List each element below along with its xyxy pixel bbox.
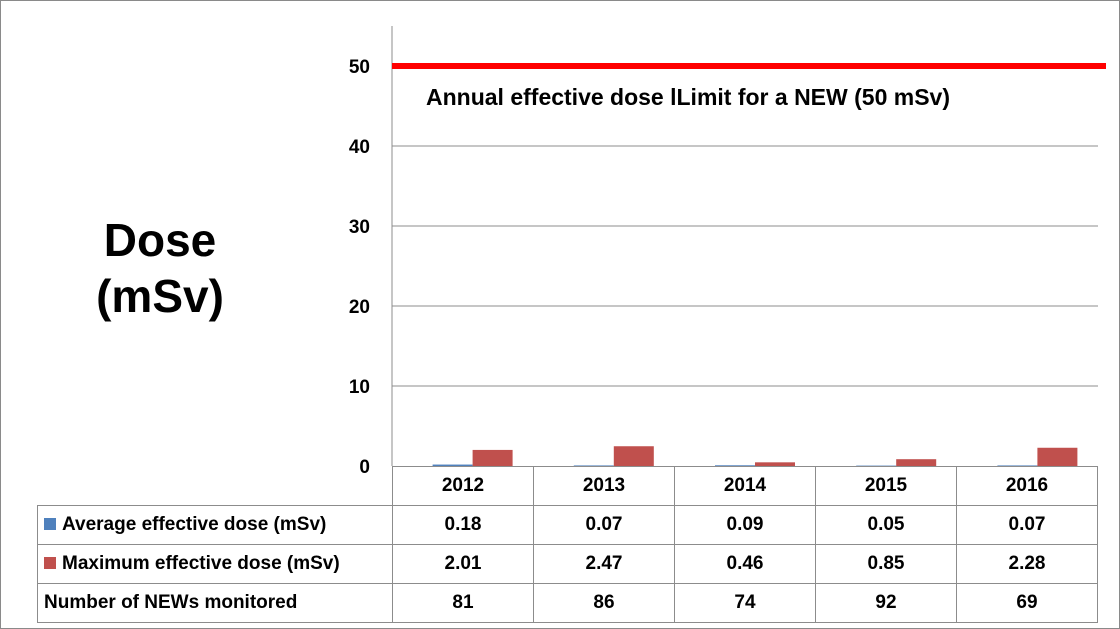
y-tick-label: 20 [349, 297, 370, 318]
bar-average [432, 464, 473, 466]
bar-maximum [755, 462, 795, 466]
bar-maximum [896, 459, 937, 466]
y-axis-label-line-2: (mSv) [96, 270, 224, 322]
table-row-label: Number of NEWs monitored [37, 583, 393, 623]
legend-label-average: Average effective dose (mSv) [62, 514, 327, 535]
table-cell: 92 [815, 583, 957, 623]
data-table: 2012 2013 2014 2015 2016 Average effecti… [37, 466, 1098, 623]
data-label: 0.46 [674, 544, 816, 584]
table-header-cell: 2013 [533, 466, 675, 506]
data-label: 0.07 [956, 505, 1098, 545]
bar-maximum [613, 446, 654, 466]
legend-entry-maximum: Maximum effective dose (mSv) [37, 544, 393, 584]
table-row-maximum: Maximum effective dose (mSv) 2.01 2.47 0… [37, 544, 1098, 584]
data-label: 2.28 [956, 544, 1098, 584]
data-label: 0.07 [533, 505, 675, 545]
table-row-news: Number of NEWs monitored 81 86 74 92 69 [37, 583, 1098, 623]
data-label: 0.09 [674, 505, 816, 545]
table-cell: 86 [533, 583, 675, 623]
data-label: 2.47 [533, 544, 675, 584]
data-label: 2.01 [392, 544, 534, 584]
bar-maximum [472, 449, 513, 466]
bar-average [715, 465, 755, 466]
y-axis-label-line-1: Dose [103, 214, 217, 266]
legend-entry-average: Average effective dose (mSv) [37, 505, 393, 545]
data-label: 0.85 [815, 544, 957, 584]
table-cell: 69 [956, 583, 1098, 623]
data-label: 0.18 [392, 505, 534, 545]
y-tick-label: 50 [349, 57, 370, 78]
bar-maximum [1037, 447, 1078, 466]
bar-average [573, 465, 614, 466]
data-label: 0.05 [815, 505, 957, 545]
legend-swatch-average [44, 518, 56, 530]
table-header-cell: 2012 [392, 466, 534, 506]
legend-label-maximum: Maximum effective dose (mSv) [62, 553, 340, 574]
bars [432, 446, 1078, 466]
y-tick-label: 40 [349, 137, 370, 158]
table-cell: 74 [674, 583, 816, 623]
table-header-cell: 2015 [815, 466, 957, 506]
table-header-row: 2012 2013 2014 2015 2016 [37, 466, 1098, 506]
table-header-cell: 2014 [674, 466, 816, 506]
legend-swatch-maximum [44, 557, 56, 569]
table-cell: 81 [392, 583, 534, 623]
bar-average [997, 465, 1038, 466]
y-tick-label: 30 [349, 217, 370, 238]
reference-line-label: Annual effective dose lLimit for a NEW (… [426, 84, 950, 110]
table-row-average: Average effective dose (mSv) 0.18 0.07 0… [37, 505, 1098, 545]
table-header-cell: 2016 [956, 466, 1098, 506]
y-axis-label: Dose (mSv) [60, 212, 260, 324]
y-tick-label: 10 [349, 377, 370, 398]
table-corner [37, 466, 393, 506]
